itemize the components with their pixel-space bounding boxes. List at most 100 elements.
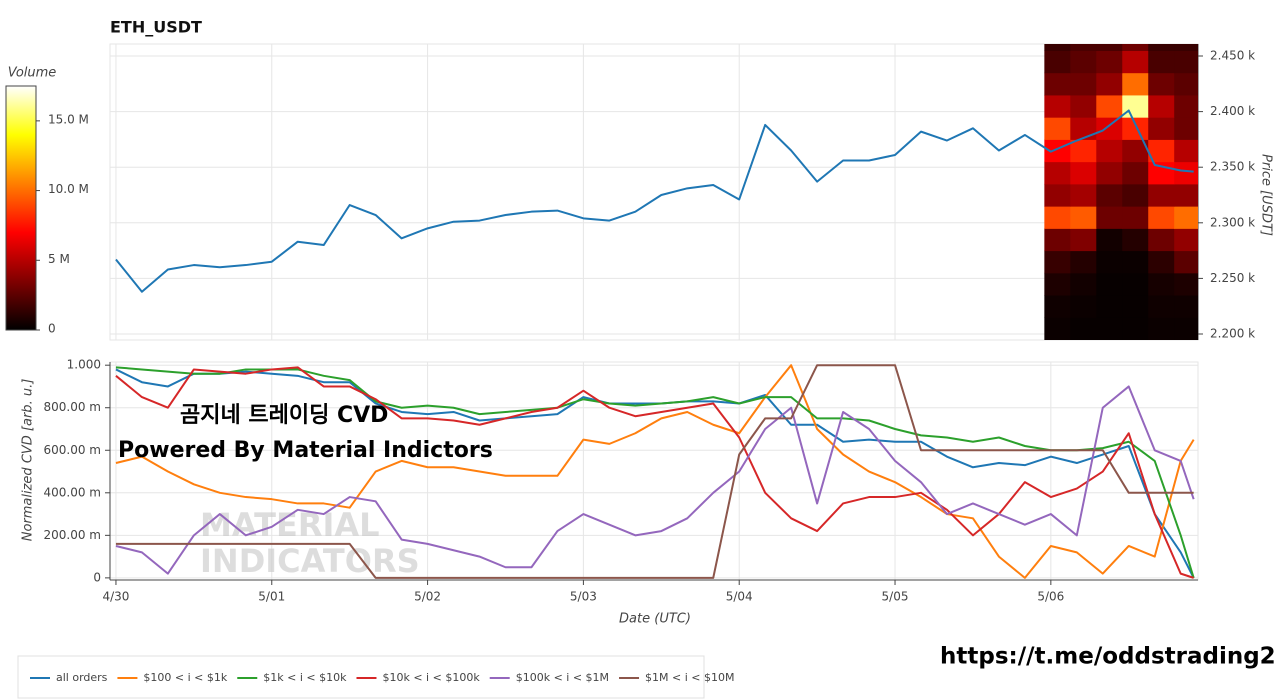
heatmap-cell	[1070, 72, 1097, 96]
heatmap-cell	[1148, 317, 1175, 340]
heatmap-cell	[1148, 272, 1175, 296]
heatmap-cell	[1148, 206, 1175, 229]
x-tick-label: 5/05	[882, 590, 909, 604]
watermark: INDICATORS	[200, 542, 420, 580]
heatmap-cell	[1148, 50, 1175, 74]
legend-label: $1M < i < $10M	[645, 671, 734, 684]
heatmap-cell	[1174, 72, 1198, 96]
heatmap-cell	[1174, 139, 1198, 163]
y-tick-label: 2.400 k	[1210, 104, 1255, 118]
heatmap-cell	[1174, 117, 1198, 140]
series-line	[115, 364, 1195, 579]
legend-label: all orders	[56, 671, 108, 684]
heatmap-cell	[1070, 228, 1097, 252]
heatmap-cell	[1044, 183, 1071, 207]
heatmap-cell	[1096, 44, 1123, 51]
heatmap-cell	[1096, 94, 1123, 118]
legend-label: $10k < i < $100k	[382, 671, 480, 684]
annotation: Powered By Material Indictors	[118, 438, 493, 463]
series-line	[115, 364, 1194, 579]
heatmap-cell	[1044, 228, 1071, 252]
heatmap-cell	[1148, 183, 1175, 207]
heatmap-cell	[1096, 161, 1123, 185]
y-axis-label: Price [USDT]	[1259, 154, 1274, 236]
heatmap-cell	[1096, 206, 1123, 229]
heatmap-cell	[1044, 117, 1071, 140]
x-axis-label: Date (UTC)	[619, 612, 691, 627]
heatmap-cell	[1122, 94, 1149, 118]
heatmap-cell	[1096, 50, 1123, 74]
annotation: 곰지네 트레이딩 CVD	[180, 403, 388, 428]
heatmap-cell	[1148, 94, 1175, 118]
heatmap-cell	[1044, 161, 1071, 185]
heatmap-cell	[1122, 206, 1149, 229]
legend-label: $1k < i < $10k	[263, 671, 347, 684]
colorbar-label: Volume	[8, 66, 57, 81]
x-tick-label: 5/04	[726, 590, 753, 604]
heatmap-cell	[1122, 44, 1149, 51]
heatmap-cell	[1044, 94, 1071, 118]
x-tick-label: 5/02	[414, 590, 441, 604]
heatmap-cell	[1174, 50, 1198, 74]
plot-frame	[109, 43, 1199, 341]
heatmap-cell	[1174, 317, 1198, 340]
heatmap-cell	[1122, 295, 1149, 318]
heatmap-cell	[1044, 50, 1071, 74]
x-tick-label: 4/30	[102, 590, 129, 604]
heatmap-cell	[1122, 117, 1149, 140]
heatmap-cell	[1070, 50, 1097, 74]
y-tick-label: 2.250 k	[1210, 271, 1255, 285]
y-tick-label: 800.00 m	[44, 400, 102, 414]
heatmap-cell	[1122, 272, 1149, 296]
heatmap-cell	[1044, 44, 1071, 51]
heatmap-cell	[1070, 44, 1097, 51]
heatmap-cell	[1096, 317, 1123, 340]
heatmap-cell	[1096, 117, 1123, 140]
heatmap-cell	[1148, 139, 1175, 163]
heatmap-cell	[1122, 317, 1149, 340]
heatmap-cell	[1174, 44, 1198, 51]
colorbar-tick-label: 0	[48, 322, 56, 336]
colorbar-tick-label: 15.0 M	[48, 112, 89, 126]
heatmap-cell	[1044, 250, 1071, 274]
heatmap-cell	[1122, 72, 1149, 96]
y-tick-label: 2.350 k	[1210, 160, 1255, 174]
heatmap-cell	[1174, 295, 1198, 318]
heatmap-cell	[1174, 272, 1198, 296]
heatmap-cell	[1070, 117, 1097, 140]
y-tick-label: 2.300 k	[1210, 215, 1255, 229]
x-tick-label: 5/06	[1037, 590, 1064, 604]
y-tick-label: 600.00 m	[44, 443, 102, 457]
y-tick-label: 0	[93, 570, 101, 584]
heatmap-cell	[1122, 161, 1149, 185]
colorbar-tick-label: 10.0 M	[48, 182, 89, 196]
heatmap-cell	[1070, 94, 1097, 118]
y-tick-label: 1.000	[67, 358, 101, 372]
top-plot	[115, 44, 1198, 340]
heatmap-cell	[1148, 44, 1175, 51]
watermark: MATERIAL	[200, 506, 380, 544]
y-tick-label: 200.00 m	[44, 528, 102, 542]
heatmap-cell	[1122, 250, 1149, 274]
heatmap-cell	[1070, 139, 1097, 163]
heatmap-cell	[1096, 272, 1123, 296]
y-tick-label: 400.00 m	[44, 485, 102, 499]
heatmap-cell	[1174, 161, 1198, 185]
heatmap-cell	[1096, 72, 1123, 96]
heatmap-cell	[1096, 250, 1123, 274]
heatmap-cell	[1148, 117, 1175, 140]
heatmap-cell	[1044, 295, 1071, 318]
y-tick-label: 2.200 k	[1210, 326, 1255, 340]
heatmap-cell	[1070, 317, 1097, 340]
heatmap-cell	[1122, 183, 1149, 207]
y-tick-label: 2.450 k	[1210, 49, 1255, 63]
colorbar	[5, 85, 37, 331]
heatmap-cell	[1070, 206, 1097, 229]
heatmap-cell	[1096, 139, 1123, 163]
heatmap-cell	[1044, 72, 1071, 96]
heatmap-cell	[1174, 228, 1198, 252]
heatmap-cell	[1174, 94, 1198, 118]
x-tick-label: 5/03	[570, 590, 597, 604]
x-tick-label: 5/01	[258, 590, 285, 604]
